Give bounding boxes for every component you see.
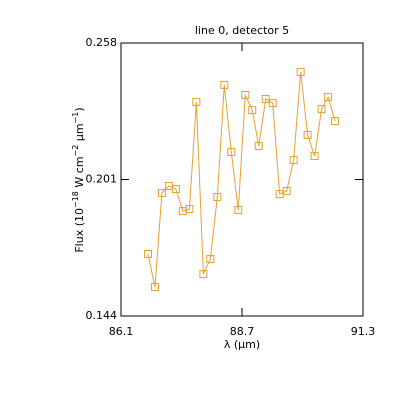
y-axis-label-part: −1 bbox=[71, 112, 80, 124]
data-marker bbox=[248, 106, 257, 115]
y-axis-label-part: −2 bbox=[71, 145, 80, 157]
data-marker bbox=[289, 156, 298, 165]
y-axis-label-part: Flux (10 bbox=[73, 208, 86, 253]
data-marker bbox=[296, 67, 305, 76]
y-tick-label: 0.258 bbox=[86, 36, 118, 49]
x-tick-label: 91.3 bbox=[351, 325, 376, 338]
data-marker bbox=[303, 130, 312, 139]
data-marker bbox=[199, 270, 208, 279]
x-axis-label: λ (μm) bbox=[224, 338, 260, 351]
data-marker bbox=[310, 152, 319, 161]
data-marker bbox=[261, 95, 270, 104]
data-marker bbox=[282, 186, 291, 195]
y-tick-label: 0.201 bbox=[86, 173, 118, 186]
data-marker bbox=[324, 93, 333, 102]
data-marker bbox=[268, 99, 277, 108]
data-marker bbox=[241, 90, 250, 99]
x-tick-label: 88.7 bbox=[230, 325, 255, 338]
x-tick-label: 86.1 bbox=[109, 325, 134, 338]
y-axis-label-part: −18 bbox=[71, 191, 80, 208]
data-marker bbox=[254, 141, 263, 150]
data-marker bbox=[157, 188, 166, 197]
data-marker bbox=[234, 205, 243, 214]
data-marker bbox=[192, 97, 201, 106]
data-marker bbox=[171, 185, 180, 194]
data-marker bbox=[206, 255, 215, 264]
data-marker bbox=[143, 249, 152, 258]
data-line bbox=[147, 71, 336, 288]
y-axis-label: Flux (10−18 W cm−2 μm−1) bbox=[71, 107, 86, 252]
data-marker bbox=[331, 117, 340, 126]
y-tick-label: 0.144 bbox=[86, 309, 118, 322]
y-axis-label-part: W cm bbox=[73, 156, 86, 191]
data-marker bbox=[227, 147, 236, 156]
y-axis-label-part: μm bbox=[73, 123, 86, 144]
data-marker bbox=[317, 105, 326, 114]
data-marker bbox=[220, 80, 229, 89]
data-marker bbox=[213, 192, 222, 201]
y-axis-label-part: ) bbox=[73, 107, 86, 111]
data-marker bbox=[185, 204, 194, 213]
data-marker bbox=[150, 283, 159, 292]
chart-title: line 0, detector 5 bbox=[195, 24, 289, 37]
